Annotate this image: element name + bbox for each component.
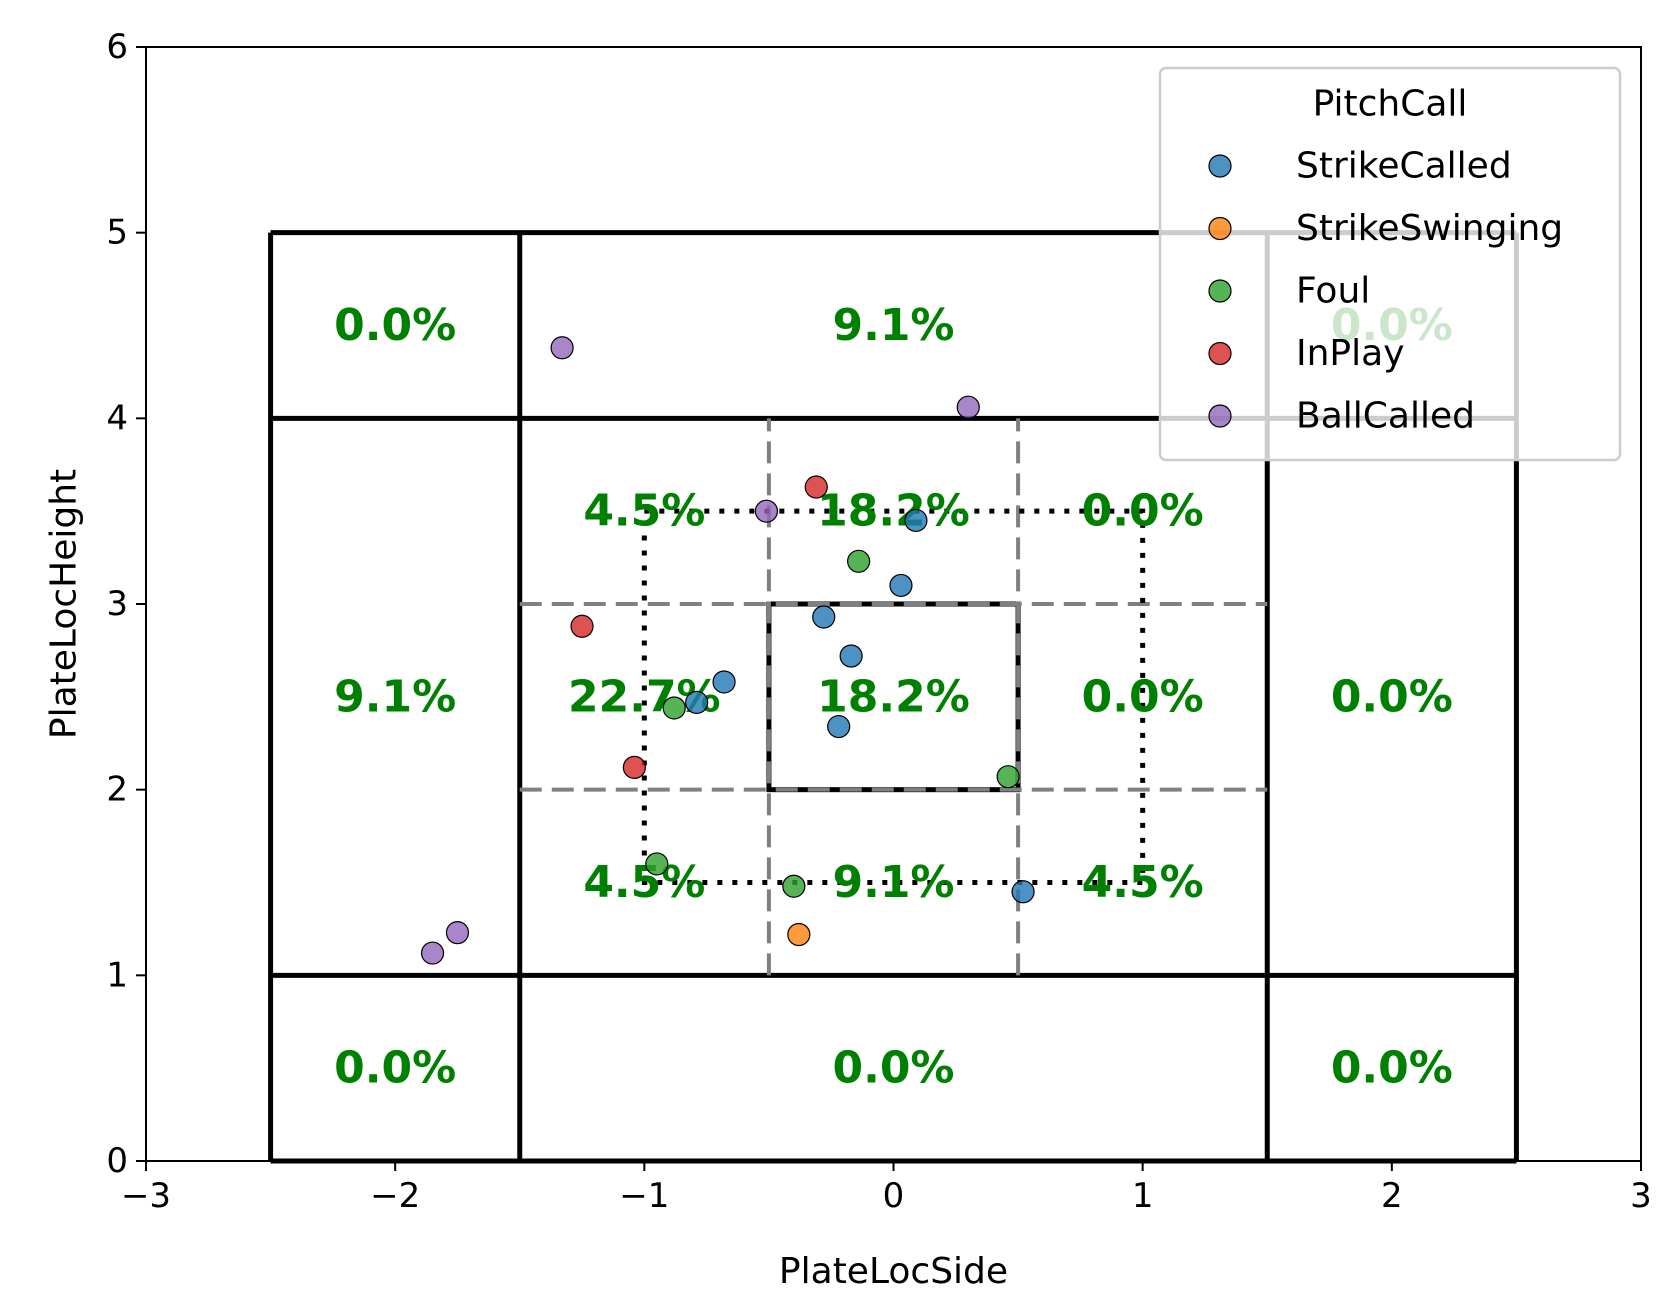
legend-marker bbox=[1208, 279, 1232, 303]
zone-percent-label: 18.2% bbox=[817, 486, 970, 537]
data-point bbox=[956, 395, 980, 419]
y-tick-label: 4 bbox=[106, 398, 128, 438]
y-tick-label: 0 bbox=[106, 1141, 128, 1181]
legend-entry: StrikeCalled bbox=[1296, 146, 1512, 187]
zone-percent-label: 9.1% bbox=[832, 857, 954, 908]
zone-percent-label: 0.0% bbox=[1331, 1043, 1453, 1094]
data-point bbox=[1011, 880, 1035, 904]
zone-percent-label: 0.0% bbox=[1082, 671, 1204, 722]
y-tick-label: 2 bbox=[106, 770, 128, 810]
zone-percent-label: 0.0% bbox=[1082, 486, 1204, 537]
zone-percent-label: 4.5% bbox=[583, 857, 705, 908]
legend-entry: BallCalled bbox=[1296, 396, 1475, 437]
zone-percent-label: 0.0% bbox=[1331, 671, 1453, 722]
data-point bbox=[712, 670, 736, 694]
x-tick-label: −2 bbox=[370, 1176, 420, 1216]
zone-percent-label: 0.0% bbox=[334, 1043, 456, 1094]
data-point bbox=[839, 644, 863, 668]
legend-marker bbox=[1208, 341, 1232, 366]
zone-percent-label: 9.1% bbox=[334, 671, 456, 722]
data-point bbox=[645, 852, 669, 876]
x-axis-label: PlateLocSide bbox=[779, 1251, 1008, 1292]
data-point bbox=[622, 755, 646, 779]
data-point bbox=[847, 549, 871, 573]
legend-entry: StrikeSwinging bbox=[1296, 208, 1563, 249]
y-tick-label: 6 bbox=[106, 27, 128, 67]
zone-percent-label: 18.2% bbox=[817, 671, 970, 722]
data-point bbox=[904, 508, 928, 533]
data-point bbox=[782, 874, 806, 898]
data-point bbox=[787, 922, 811, 947]
legend-marker bbox=[1208, 154, 1232, 178]
legend: PitchCall StrikeCalled StrikeSwinging Foul I… bbox=[1158, 66, 1622, 462]
legend-entry: Foul bbox=[1296, 271, 1370, 312]
zone-percent-label: 9.1% bbox=[832, 300, 954, 351]
zone-percent-label: 0.0% bbox=[334, 300, 456, 351]
legend-marker bbox=[1208, 404, 1232, 428]
y-tick-label: 3 bbox=[106, 584, 128, 624]
x-tick-label: −1 bbox=[619, 1176, 669, 1216]
data-point bbox=[662, 696, 686, 720]
zone-percent-label: 4.5% bbox=[583, 486, 705, 537]
x-tick-label: 1 bbox=[1132, 1176, 1154, 1216]
data-point bbox=[804, 475, 828, 499]
zone-percent-label: 4.5% bbox=[1082, 857, 1204, 908]
data-points bbox=[420, 336, 1035, 965]
y-axis-label: PlateLocHeight bbox=[44, 469, 85, 739]
axes: −3 −2 −1 0 1 2 3 0 1 2 3 4 5 6 PlateLocSide PlateLocHei… bbox=[44, 27, 1652, 1292]
x-tick-label: −3 bbox=[121, 1176, 171, 1216]
data-point bbox=[754, 499, 779, 523]
data-point bbox=[889, 573, 913, 598]
data-point bbox=[827, 714, 851, 739]
legend-title: PitchCall bbox=[1313, 84, 1468, 125]
legend-entry: InPlay bbox=[1296, 333, 1405, 374]
legend-marker bbox=[1208, 216, 1232, 241]
y-tick-label: 5 bbox=[106, 213, 128, 253]
zone-percent-label: 0.0% bbox=[832, 1043, 954, 1094]
legend-box bbox=[1158, 66, 1622, 462]
data-point bbox=[420, 941, 445, 965]
x-tick-label: 3 bbox=[1630, 1176, 1652, 1216]
y-tick-label: 1 bbox=[106, 955, 128, 995]
data-point bbox=[550, 336, 574, 360]
data-point bbox=[685, 690, 709, 715]
data-point bbox=[812, 605, 836, 629]
data-point bbox=[570, 614, 594, 638]
x-tick-label: 0 bbox=[883, 1176, 905, 1216]
data-point bbox=[996, 765, 1020, 789]
data-point bbox=[445, 921, 470, 945]
x-tick-label: 2 bbox=[1381, 1176, 1403, 1216]
